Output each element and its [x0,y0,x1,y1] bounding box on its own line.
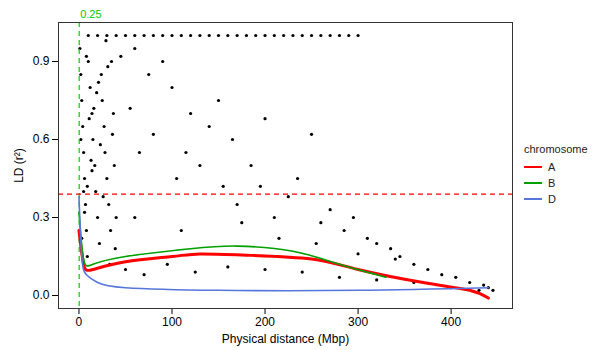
svg-text:0.9: 0.9 [33,54,50,68]
svg-text:0.6: 0.6 [33,132,50,146]
svg-text:LD (r²): LD (r²) [12,148,26,183]
svg-text:300: 300 [348,315,368,329]
svg-text:200: 200 [255,315,275,329]
svg-text:0.0: 0.0 [33,288,50,302]
svg-text:0: 0 [76,315,83,329]
html-text:D: D [548,193,556,205]
html-text:A: A [548,161,556,173]
html-text:B: B [548,177,556,189]
svg-text:0.25: 0.25 [80,8,101,20]
svg-text:Physical distance (Mbp): Physical distance (Mbp) [222,332,349,346]
svg-text:400: 400 [441,315,461,329]
svg-text:100: 100 [162,315,182,329]
svg-text:0.3: 0.3 [33,210,50,224]
html-text:chromosome: chromosome [524,143,588,155]
